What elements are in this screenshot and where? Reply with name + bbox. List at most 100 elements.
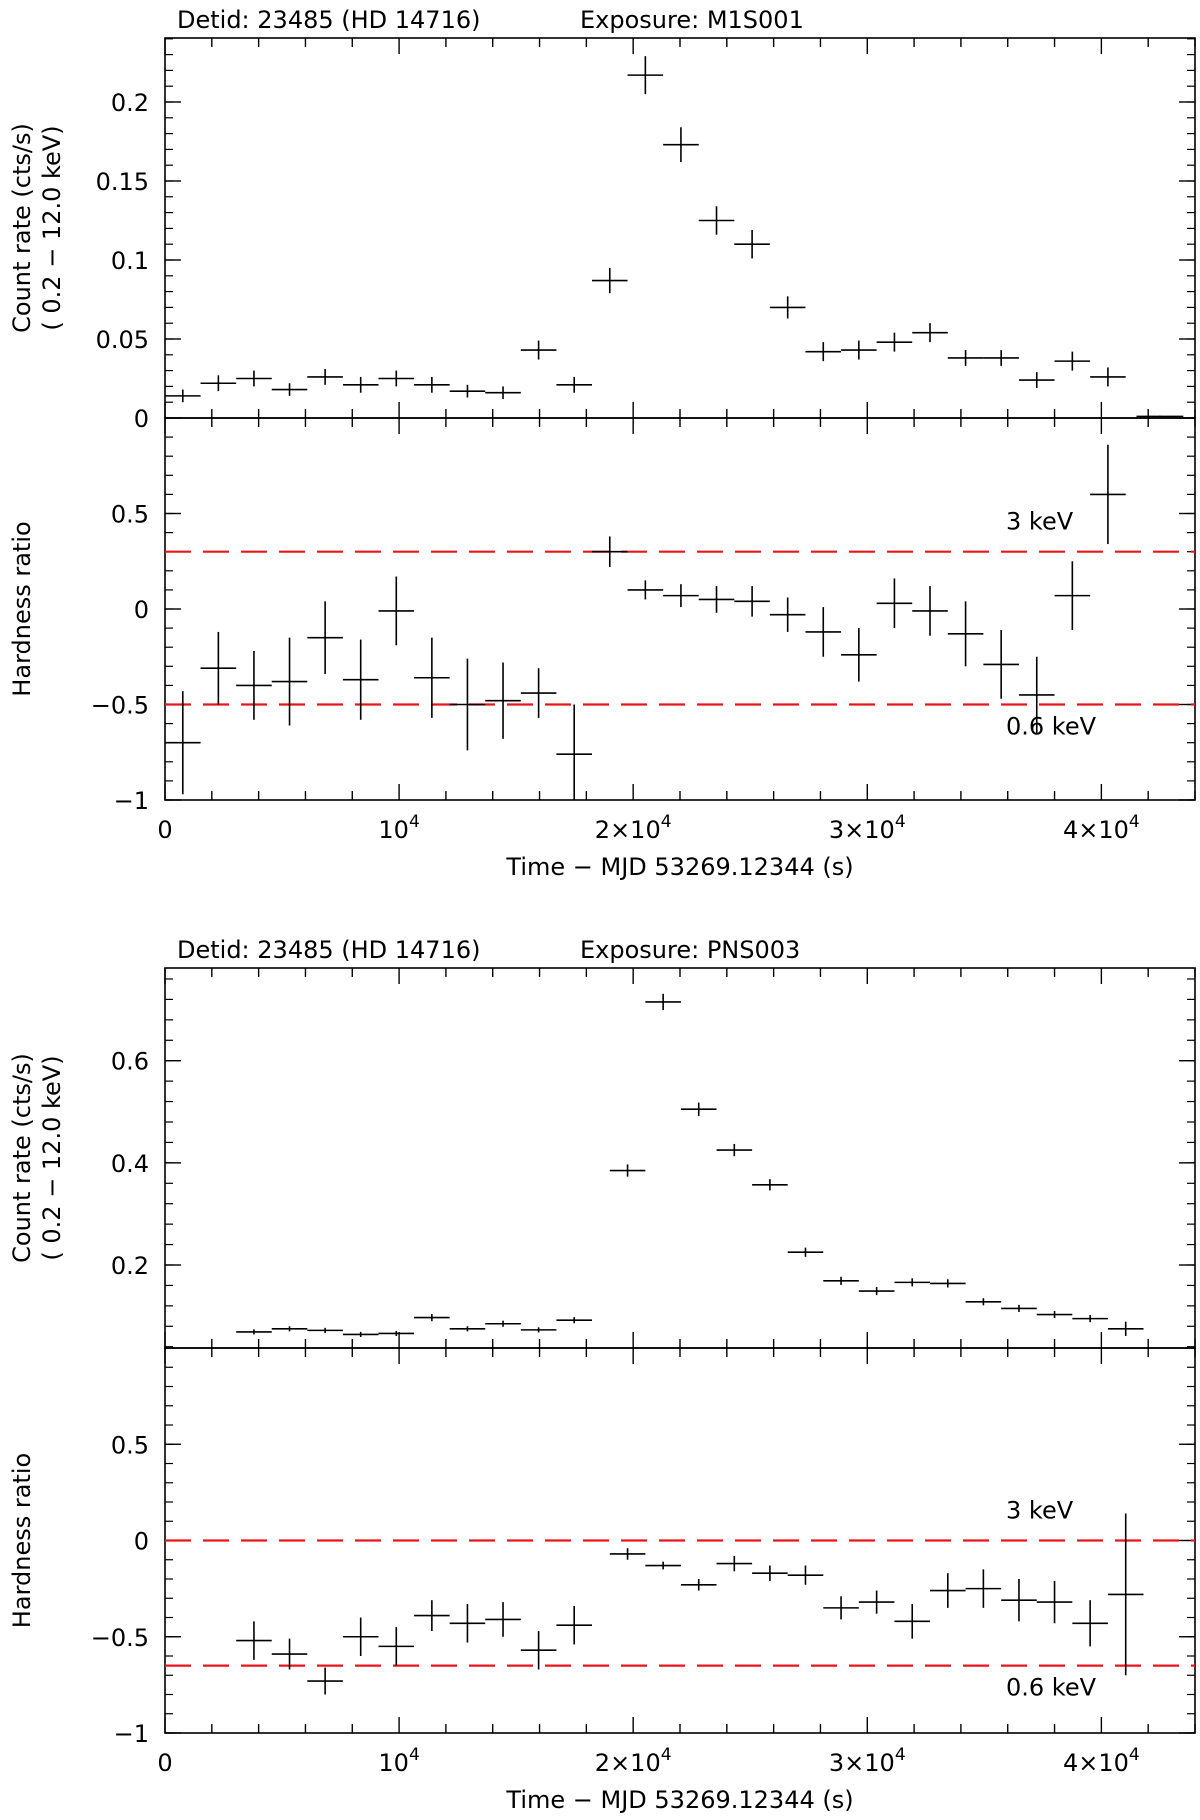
data-point [716, 1143, 753, 1157]
rate-points [165, 56, 1184, 418]
data-point [414, 637, 450, 718]
data-point [698, 206, 735, 235]
data-point [983, 350, 1019, 366]
data-point [663, 127, 699, 163]
data-point [912, 323, 948, 343]
data-point [841, 628, 877, 682]
data-point [165, 691, 201, 795]
x-tick-label-base: 10 [378, 1749, 409, 1777]
rate-frame [164, 967, 1196, 1349]
y-tick-label: 0.15 [96, 168, 149, 196]
hardness-ylabel: Hardness ratio [8, 1453, 36, 1628]
data-point [1018, 372, 1055, 388]
data-point [823, 1596, 859, 1620]
data-point [609, 1548, 646, 1560]
data-point [307, 601, 343, 674]
data-point [449, 1326, 486, 1332]
data-point [307, 1327, 343, 1333]
data-point [787, 1247, 824, 1257]
data-point [858, 1286, 895, 1296]
y-tick-label: 0.4 [111, 1150, 149, 1178]
x-axis-label: Time − MJD 53269.12344 (s) [505, 1786, 853, 1814]
x-tick-label-exp: 4 [1129, 812, 1140, 832]
data-point [698, 586, 735, 613]
data-point [805, 607, 842, 657]
hardness-points [236, 1513, 1144, 1695]
data-point [1018, 656, 1055, 734]
y-tick-label: 0 [134, 405, 149, 433]
data-point [1090, 444, 1126, 545]
rate-points [236, 993, 1144, 1338]
x-tick-label-base: 0 [157, 1749, 172, 1777]
data-point [520, 1630, 557, 1670]
data-point [342, 639, 379, 720]
rate-frame [164, 37, 1196, 419]
data-point [1001, 1304, 1037, 1312]
data-point [609, 1164, 646, 1177]
x-tick-label-base: 4×10 [1063, 1749, 1129, 1777]
ref-line-label: 3 keV [1006, 508, 1074, 536]
data-point [947, 601, 984, 667]
data-point [236, 1621, 272, 1660]
x-tick-label-base: 2×10 [595, 816, 661, 844]
data-point [680, 1579, 717, 1591]
data-point [556, 1605, 592, 1645]
data-point [342, 1617, 379, 1656]
x-axis-label: Time − MJD 53269.12344 (s) [505, 853, 853, 881]
x-tick-label-exp: 4 [1129, 1745, 1140, 1765]
data-point [378, 370, 415, 387]
data-point [342, 1331, 379, 1338]
data-point [414, 1600, 450, 1631]
y-tick-label: 0.6 [111, 1048, 149, 1076]
x-tick-label-base: 3×10 [829, 816, 895, 844]
x-tick-label: 0 [157, 816, 172, 844]
data-point [236, 370, 272, 387]
data-point [378, 1627, 415, 1666]
hardness-panel: −1 −0.5 0 0.5 Hardness ratio 3 keV 0.6 keV [8, 417, 1196, 815]
data-point [769, 597, 806, 632]
x-tick-label: 3×104 [829, 812, 906, 844]
data-point [485, 386, 521, 400]
y-tick-label: 0.2 [111, 89, 149, 117]
x-tick-label: 0 [157, 1749, 172, 1777]
x-tick-label: 104 [378, 812, 419, 844]
data-point [823, 1276, 859, 1285]
data-point [841, 340, 877, 360]
data-point [414, 1314, 450, 1322]
data-point [930, 1279, 966, 1288]
data-point [965, 1298, 1002, 1306]
ref-line-label: 0.6 keV [1006, 1674, 1097, 1702]
y-tick-label: −1 [114, 787, 149, 815]
data-point [805, 342, 842, 362]
x-tick-label-base: 3×10 [829, 1749, 895, 1777]
rate-panel: 0.2 0.4 0.6 Count rate (cts/s)( 0.2 − 12.0 … [8, 967, 1196, 1349]
data-point [449, 658, 486, 751]
y-tick-label: 0.5 [111, 501, 149, 529]
data-point [947, 350, 984, 366]
y-tick-label: 0 [134, 1528, 149, 1556]
x-tick-label: 2×104 [595, 1745, 672, 1777]
y-tick-label: 0.2 [111, 1252, 149, 1280]
data-point [556, 1317, 592, 1324]
data-point [1090, 367, 1126, 387]
data-point [894, 1604, 931, 1639]
data-point [236, 1329, 272, 1335]
data-point [1001, 1579, 1037, 1622]
data-point [378, 1330, 415, 1336]
data-point [200, 631, 237, 705]
data-point [449, 1604, 486, 1643]
chart-title-detid: Detid: 23485 (HD 14716) [177, 936, 480, 964]
data-point [1036, 1580, 1073, 1624]
chart-title-exposure: Exposure: M1S001 [580, 6, 804, 34]
x-tick-label-base: 10 [378, 816, 409, 844]
data-point [271, 1638, 308, 1670]
chart-title-exposure: Exposure: PNS003 [580, 936, 800, 964]
data-point [1107, 1321, 1144, 1336]
data-point [520, 340, 557, 360]
hardness-frame [164, 417, 1196, 801]
data-point [1054, 561, 1091, 631]
chart-title-detid: Detid: 23485 (HD 14716) [177, 6, 480, 34]
ref-line-label: 0.6 keV [1006, 713, 1097, 741]
x-tick-label-exp: 4 [409, 812, 420, 832]
